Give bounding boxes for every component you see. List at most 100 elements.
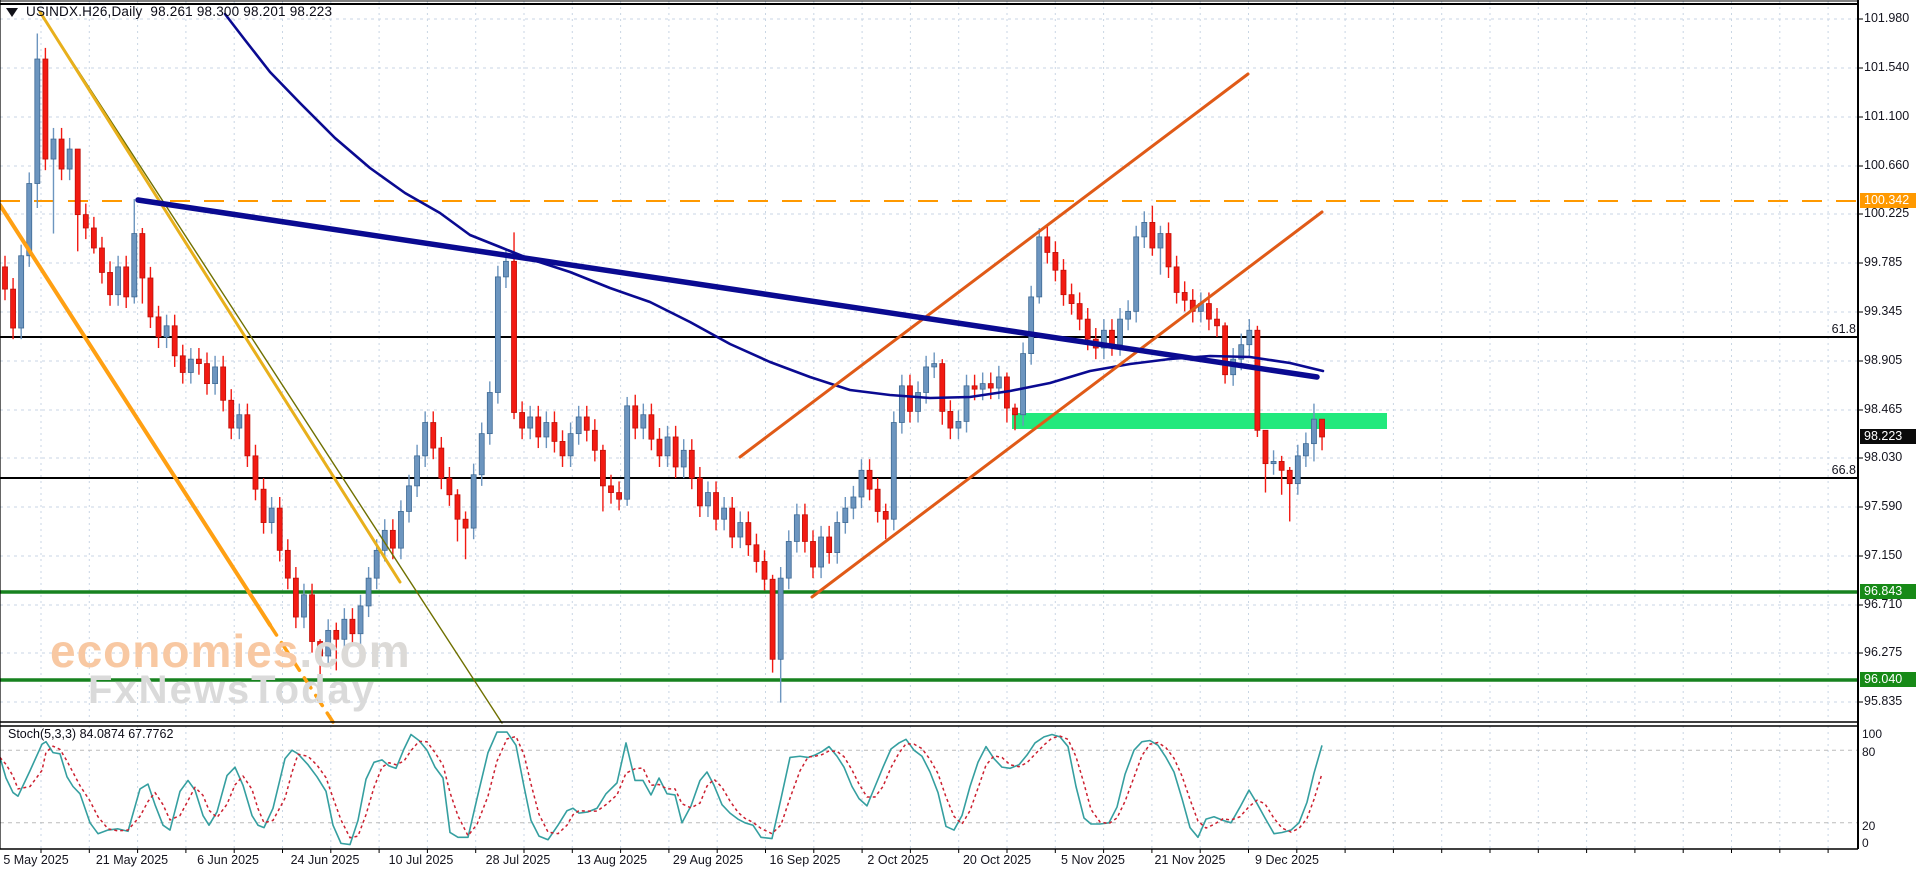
candle-bear (42, 58, 49, 160)
descending-orange-tail[interactable] (268, 623, 335, 724)
candle-bear (82, 214, 89, 229)
candle-bear (907, 385, 913, 412)
candle-bull (955, 420, 962, 429)
candle-bear (244, 414, 251, 457)
candle-bear (616, 492, 622, 500)
price-axis-tick-label: 101.100 (1864, 109, 1910, 123)
main-plot-area[interactable] (0, 0, 1858, 722)
candle-bull (680, 449, 687, 468)
date-axis-label: 5 Nov 2025 (1061, 853, 1125, 867)
date-axis-label: 6 Jun 2025 (197, 853, 259, 867)
candle-bear (583, 416, 590, 431)
candle-bull (979, 383, 986, 390)
price-axis-tick-label: 99.785 (1864, 255, 1903, 269)
support-zone-rectangle[interactable] (1012, 413, 1387, 429)
price-axis-tick-label: 95.835 (1864, 694, 1903, 708)
descending-gold-edge[interactable] (39, 11, 503, 724)
candle-bull (737, 522, 744, 538)
candle-bull (26, 183, 33, 257)
candle-bear (608, 485, 614, 493)
descending-orange[interactable] (0, 203, 272, 627)
date-axis-label: 29 Aug 2025 (672, 853, 744, 867)
candle-bear (220, 366, 227, 401)
candle-bear (1044, 236, 1051, 253)
candle-bear (696, 477, 703, 507)
date-axis-label: 21 Nov 2025 (1154, 853, 1226, 867)
descending-gold[interactable] (38, 10, 402, 584)
candle-bear (1165, 233, 1172, 268)
price-level-badge[interactable]: 100.342 (1860, 193, 1916, 208)
candle-bull (503, 260, 509, 278)
candle-bear (729, 507, 736, 538)
candle-bull (50, 138, 57, 160)
candle-bear (1084, 318, 1091, 340)
price-axis-tick-label: 100.660 (1864, 158, 1910, 172)
candle-bull (1238, 344, 1245, 360)
date-axis-label: 13 Aug 2025 (576, 853, 648, 867)
candle-bull (341, 618, 348, 640)
candle-bear (745, 522, 752, 546)
candle-bear (1068, 294, 1075, 304)
candle-bull (163, 325, 170, 338)
date-axis-label: 20 Oct 2025 (962, 853, 1032, 867)
stoch-axis-tick-label: 100 (1862, 727, 1883, 741)
candle-bear (1149, 222, 1156, 249)
candle-bull (898, 385, 905, 423)
candle-bear (1012, 407, 1018, 416)
candle-bear (688, 449, 695, 479)
price-level-badge[interactable]: 96.040 (1860, 672, 1916, 687)
candle-bull (365, 577, 372, 607)
candle-bull (1028, 296, 1035, 354)
candle-bull (543, 422, 550, 438)
candle-bear (810, 541, 816, 568)
stochastic-k-line (0, 731, 1323, 846)
price-axis-tick-label: 97.590 (1864, 499, 1903, 513)
candle-bear (309, 594, 315, 642)
candle-bear (874, 488, 881, 512)
stoch-axis-tick-label: 20 (1862, 819, 1876, 833)
stochastic-d-line (0, 735, 1323, 839)
candle-bull (470, 474, 477, 529)
candle-bull (1020, 353, 1026, 416)
date-axis-label: 2 Oct 2025 (867, 853, 929, 867)
candle-bull (721, 507, 728, 520)
symbol-collapse-triangle-icon[interactable] (6, 8, 18, 17)
candle-bear (179, 355, 186, 373)
navy-resistance-trendline[interactable] (135, 197, 1320, 380)
watermark-fxnewstoday: FxNewsToday (88, 668, 376, 712)
candle-bull (923, 366, 930, 393)
candle-bull (1133, 236, 1140, 312)
candle-bull (478, 433, 485, 476)
candle-bull (398, 511, 404, 549)
price-level-badge[interactable]: 96.843 (1860, 584, 1916, 599)
candle-bull (357, 605, 364, 635)
candle-bear (284, 549, 291, 579)
candle-bear (454, 494, 461, 520)
price-axis-tick-label: 100.225 (1864, 206, 1910, 220)
candle-bear (1109, 329, 1115, 346)
candle-bear (252, 455, 259, 490)
date-axis-label: 9 Dec 2025 (1255, 853, 1319, 867)
candle-bull (915, 392, 921, 412)
candle-bear (389, 529, 396, 549)
candle-bull (115, 266, 122, 296)
candle-bull (527, 416, 534, 429)
candle-bear (171, 325, 178, 357)
rising-orange-upper[interactable] (738, 72, 1250, 459)
price-level-badge[interactable]: 98.223 (1860, 429, 1916, 444)
candle-bull (834, 522, 841, 553)
candle-bear (123, 266, 130, 298)
candle-bull (187, 358, 194, 373)
candle-bear (987, 383, 994, 389)
candle-bear (559, 441, 566, 457)
candle-bear (1052, 252, 1059, 271)
rising-orange-lower[interactable] (810, 210, 1324, 599)
price-axis-tick-label: 99.345 (1864, 304, 1903, 318)
price-axis-tick-label: 96.710 (1864, 597, 1903, 611)
candle-bear (826, 536, 833, 553)
candle-bear (292, 577, 299, 618)
candle-bull (381, 529, 388, 551)
candle-bull (624, 405, 631, 500)
